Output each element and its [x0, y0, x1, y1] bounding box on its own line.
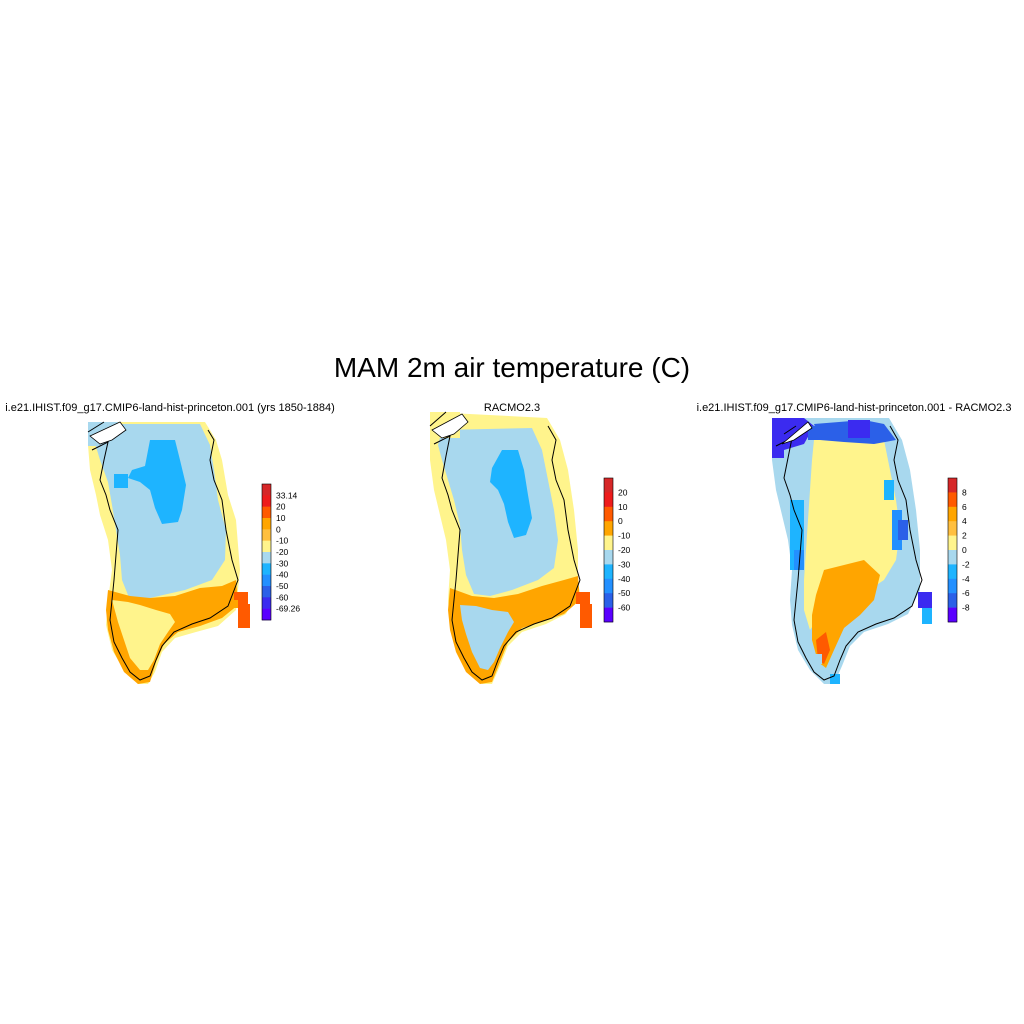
colorbar-swatch [604, 535, 613, 551]
panel-title-difference: i.e21.IHIST.f09_g17.CMIP6-land-hist-prin… [696, 402, 1012, 414]
colorbar-tick-label: -8 [962, 603, 970, 613]
colorbar-tick-label: -50 [276, 581, 289, 591]
colorbar-swatch [948, 607, 957, 623]
colorbar-tick-label: 20 [276, 502, 286, 512]
panel-racmo: RACMO2.3 20 10 0 -10 -20 -30 -40 -50 -60 [342, 400, 682, 700]
colorbar-tick-label: 6 [962, 502, 967, 512]
colorbar-swatch [948, 550, 957, 565]
field-difference [772, 418, 932, 684]
colorbar-tick-label: -30 [618, 559, 631, 569]
colorbar-swatch [604, 578, 613, 594]
colorbar-tick-label: 10 [618, 502, 628, 512]
colorbar-swatch [604, 521, 613, 536]
panel-model: i.e21.IHIST.f09_g17.CMIP6-land-hist-prin… [0, 400, 340, 700]
colorbar-swatch [262, 529, 271, 541]
colorbar-tick-label: 0 [618, 516, 623, 526]
colorbar-tick-label: -4 [962, 574, 970, 584]
colorbar-tick-label: -30 [276, 558, 289, 568]
colorbar-swatch [948, 521, 957, 536]
field-racmo [430, 412, 592, 684]
field-model [88, 422, 250, 684]
colorbar-tick-label: 2 [962, 531, 967, 541]
colorbar-swatch [948, 578, 957, 594]
colorbar-swatch [948, 478, 957, 493]
colorbar-swatch [604, 550, 613, 565]
colorbar-swatch [262, 552, 271, 564]
colorbar-racmo: 20 10 0 -10 -20 -30 -40 -50 -60 [603, 477, 631, 623]
colorbar-swatch [604, 492, 613, 508]
colorbar-swatch [948, 506, 957, 522]
colorbar-tick-label: 10 [276, 513, 286, 523]
colorbar-tick-label: -60 [276, 592, 289, 602]
colorbar-tick-label: 33.14 [276, 490, 298, 500]
colorbar-tick-label: 4 [962, 516, 967, 526]
colorbar-tick-label: -20 [276, 547, 289, 557]
colorbar-border [603, 477, 614, 623]
colorbar-tick-label: 8 [962, 487, 967, 497]
panel-title-racmo: RACMO2.3 [483, 402, 541, 414]
colorbar-tick-label: -69.26 [276, 604, 300, 614]
colorbar-border [261, 483, 272, 621]
colorbar-difference: 8 6 4 2 0 -2 -4 -6 -8 [947, 477, 970, 623]
colorbar-swatch [262, 563, 271, 575]
colorbar-tick-label: 0 [276, 524, 281, 534]
colorbar-tick-label: -40 [276, 570, 289, 580]
colorbar-border [947, 477, 958, 623]
colorbar-swatch [262, 597, 271, 609]
colorbar-tick-label: -60 [618, 603, 631, 613]
colorbar-swatch [604, 478, 613, 493]
colorbar-swatch [604, 607, 613, 623]
panel-title-model: i.e21.IHIST.f09_g17.CMIP6-land-hist-prin… [5, 402, 335, 414]
colorbar-tick-label: -50 [618, 588, 631, 598]
greenland-map-racmo: 20 10 0 -10 -20 -30 -40 -50 -60 [429, 411, 631, 684]
colorbar-swatch [948, 535, 957, 551]
colorbar-swatch [262, 484, 271, 496]
colorbar-tick-label: -20 [618, 545, 631, 555]
colorbar-swatch [604, 564, 613, 580]
colorbar-swatch [262, 518, 271, 530]
colorbar-swatch [604, 506, 613, 522]
colorbar-swatch [262, 574, 271, 587]
colorbar-swatch [604, 593, 613, 608]
colorbar-swatch [262, 608, 271, 621]
colorbar-tick-label: 0 [962, 545, 967, 555]
colorbar-tick-label: -40 [618, 574, 631, 584]
colorbar-swatch [948, 593, 957, 608]
colorbar-swatch [948, 492, 957, 508]
colorbar-tick-label: -6 [962, 588, 970, 598]
colorbar-tick-label: -2 [962, 559, 970, 569]
colorbar-swatch [948, 564, 957, 580]
colorbar-swatch [262, 506, 271, 519]
greenland-map-difference: 8 6 4 2 0 -2 -4 -6 -8 [772, 418, 970, 684]
colorbar-tick-label: -10 [276, 536, 289, 546]
figure-title: MAM 2m air temperature (C) [333, 352, 691, 383]
colorbar-tick-label: -10 [618, 531, 631, 541]
colorbar-swatch [262, 586, 271, 598]
panel-difference: i.e21.IHIST.f09_g17.CMIP6-land-hist-prin… [684, 400, 1024, 700]
colorbar-swatch [262, 495, 271, 507]
colorbar-tick-label: 20 [618, 487, 628, 497]
colorbar-swatch [262, 540, 271, 553]
